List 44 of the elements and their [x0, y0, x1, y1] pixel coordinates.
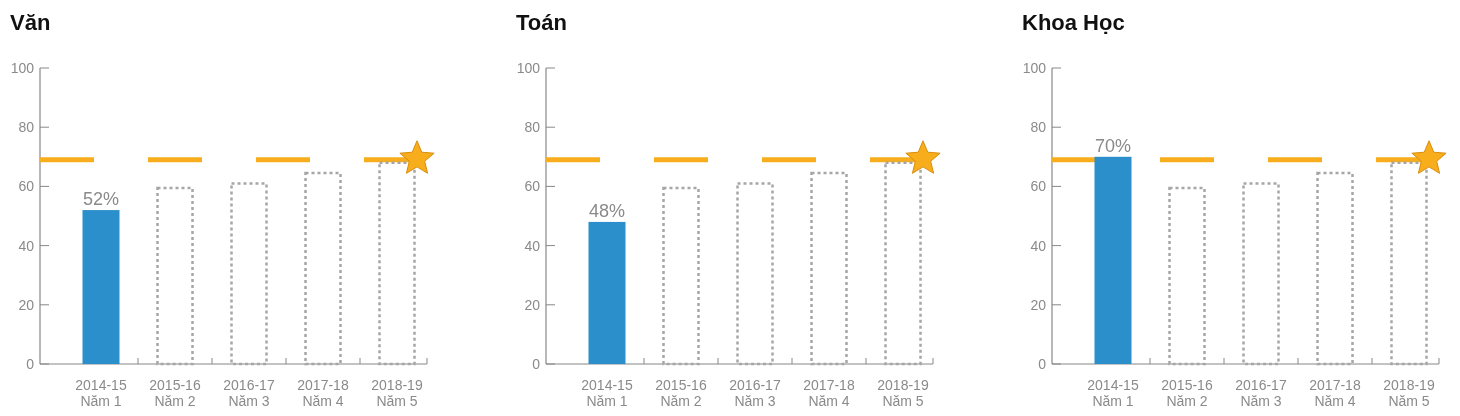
y-tick-label: 40: [524, 237, 541, 254]
chart-title: Văn: [10, 10, 51, 35]
x-tick-label: 2018-19 Năm 5: [1383, 377, 1435, 409]
x-tick-label: 2015-16 Năm 2: [1161, 377, 1213, 409]
y-tick-label: 20: [1030, 296, 1047, 313]
x-tick-label: 2015-16 Năm 2: [655, 377, 707, 409]
x-tick-label: 2017-18 Năm 4: [1309, 377, 1361, 409]
y-tick-label: 60: [1030, 178, 1047, 195]
data-label: 52%: [82, 189, 120, 210]
y-tick-label: 40: [18, 237, 35, 254]
y-tick-label: 0: [532, 355, 541, 372]
x-tick-label: 2016-17 Năm 3: [1235, 377, 1287, 409]
bar: [662, 186, 700, 366]
x-tick-label: 2014-15 Năm 1: [75, 377, 127, 409]
x-tick-label: 2016-17 Năm 3: [729, 377, 781, 409]
chart-title: Toán: [516, 10, 567, 35]
y-tick-label: 20: [18, 296, 35, 313]
x-tick-label: 2015-16 Năm 2: [149, 377, 201, 409]
x-tick-label: 2017-18 Năm 4: [297, 377, 349, 409]
y-tick-label: 100: [516, 59, 541, 76]
data-label: 48%: [588, 200, 626, 221]
bar: [736, 182, 774, 366]
x-tick-label: 2014-15 Năm 1: [1087, 377, 1139, 409]
y-tick-label: 60: [524, 178, 541, 195]
y-tick-label: 80: [1030, 119, 1047, 136]
x-tick-label: 2018-19 Năm 5: [371, 377, 423, 409]
bar: [884, 161, 922, 366]
y-tick-label: 100: [1022, 59, 1047, 76]
x-tick-label: 2014-15 Năm 1: [581, 377, 633, 409]
y-tick-label: 60: [18, 178, 35, 195]
y-tick-label: 20: [524, 296, 541, 313]
y-tick-label: 80: [18, 119, 35, 136]
bar: [588, 221, 626, 364]
bar: [810, 171, 848, 366]
y-tick-label: 0: [26, 355, 35, 372]
chart-title: Khoa Học: [1022, 10, 1125, 35]
data-label: 70%: [1094, 135, 1132, 156]
y-tick-label: 100: [10, 59, 35, 76]
x-tick-label: 2017-18 Năm 4: [803, 377, 855, 409]
y-tick-label: 40: [1030, 237, 1047, 254]
x-tick-label: 2018-19 Năm 5: [877, 377, 929, 409]
y-tick-label: 0: [1038, 355, 1047, 372]
x-tick-label: 2016-17 Năm 3: [223, 377, 275, 409]
y-tick-label: 80: [524, 119, 541, 136]
